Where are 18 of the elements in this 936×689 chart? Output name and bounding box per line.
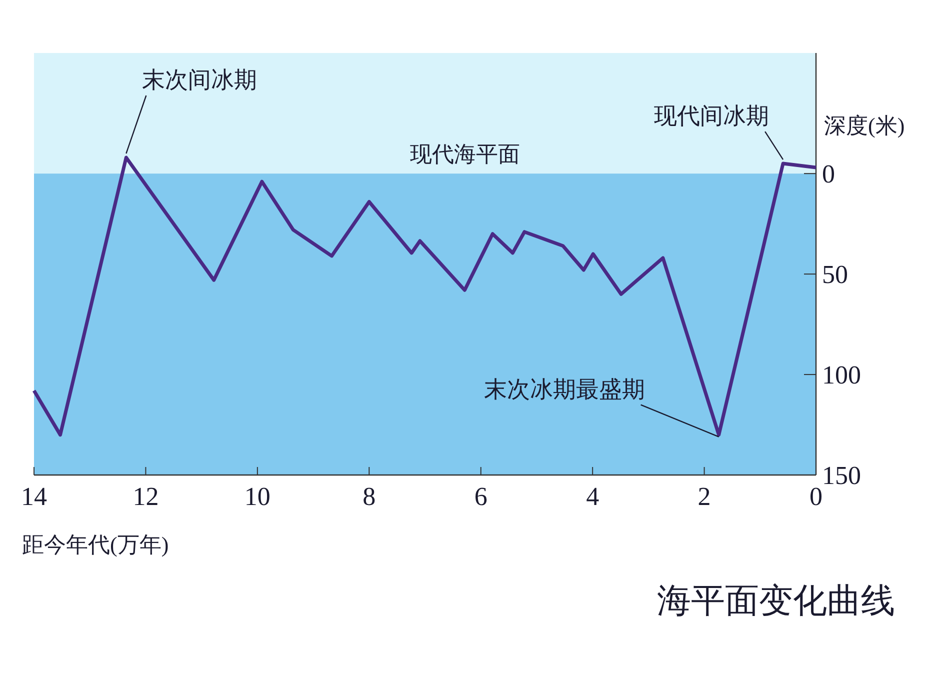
y-tick-label: 100 [822, 360, 861, 390]
text: 海平面变化曲线 [657, 583, 895, 620]
band-label: 现代海平面 [410, 142, 520, 167]
x-tick-label: 12 [132, 482, 159, 511]
y-tick-label: 0 [822, 160, 835, 189]
x-axis-title: 距今年代(万年) [22, 532, 169, 557]
y-tick-label: 150 [822, 461, 861, 490]
y-axis-title: 深度(米) [824, 113, 905, 138]
annotation: 现代间冰期 [654, 104, 770, 129]
y-tick-label: 50 [822, 260, 848, 290]
x-tick-label: 14 [21, 482, 47, 511]
annotation: 末次间冰期 [142, 67, 258, 92]
x-tick-label: 10 [244, 482, 270, 511]
x-tick-label: 8 [362, 482, 376, 511]
x-tick-label: 6 [474, 482, 488, 511]
annotation: 末次冰期最盛期 [484, 376, 645, 402]
x-tick-label: 2 [698, 482, 711, 511]
x-tick-label: 4 [586, 482, 600, 511]
